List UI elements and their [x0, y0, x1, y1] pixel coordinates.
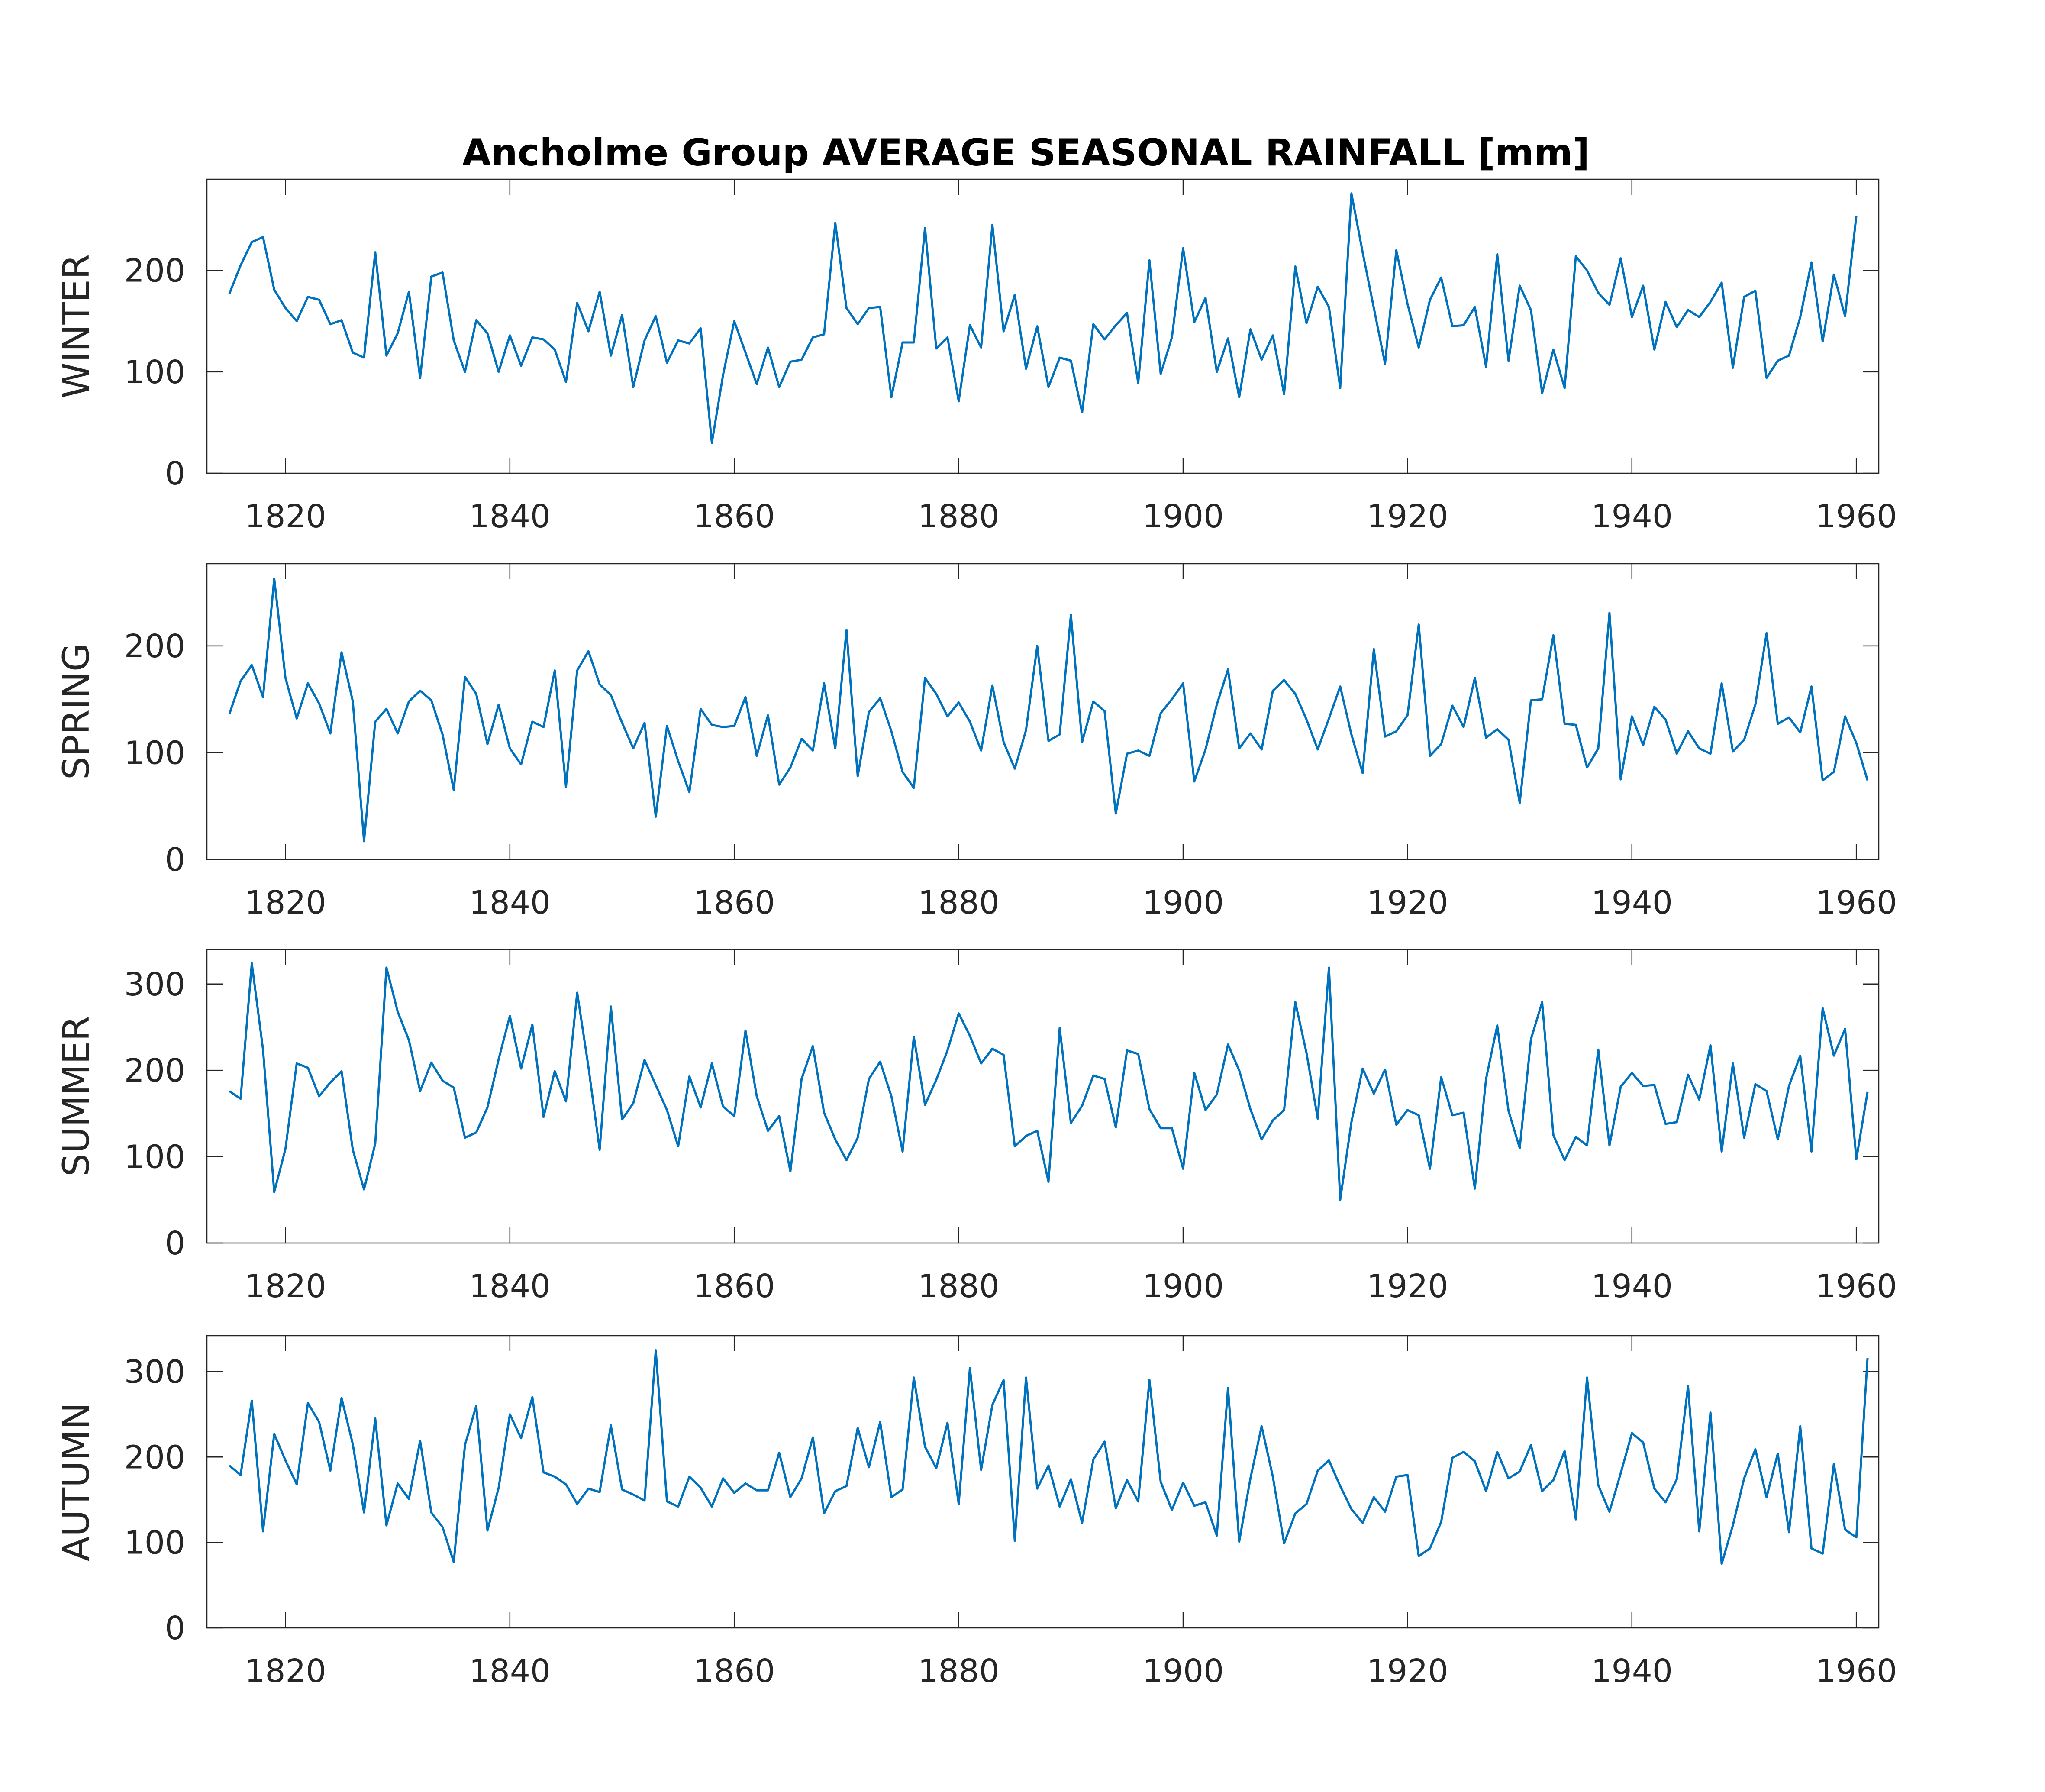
- y-tick-label: 200: [124, 1052, 185, 1089]
- y-tick-label: 100: [124, 1524, 185, 1562]
- series-line-winter: [228, 192, 1858, 444]
- x-tick-label: 1960: [1816, 1653, 1897, 1690]
- x-tick-label: 1900: [1142, 884, 1224, 921]
- y-axis-label-summer: SUMMER: [55, 1016, 97, 1176]
- y-tick-label: 300: [124, 1353, 185, 1391]
- y-tick-label: 0: [165, 1610, 185, 1647]
- x-tick-label: 1820: [245, 884, 326, 921]
- x-tick-label: 1840: [469, 884, 551, 921]
- series-line-spring: [228, 578, 1869, 843]
- y-axis-label-autumn: AUTUMN: [55, 1402, 97, 1561]
- x-tick-label: 1840: [469, 498, 551, 535]
- x-tick-label: 1880: [918, 1653, 999, 1690]
- x-tick-label: 1960: [1816, 1268, 1897, 1305]
- x-tick-label: 1820: [245, 498, 326, 535]
- series-line-summer: [229, 962, 1869, 1201]
- x-tick-label: 1920: [1367, 884, 1448, 921]
- y-tick-label: 300: [124, 966, 185, 1003]
- y-tick-label: 0: [165, 1225, 185, 1262]
- y-tick-label: 0: [165, 841, 185, 878]
- x-tick-label: 1880: [918, 498, 999, 535]
- plot-frame-summer: [206, 949, 1880, 1244]
- x-tick-label: 1940: [1591, 884, 1673, 921]
- panel-winter: 1820 1840 1860 1880 1900 1920 1940 1960 0 100 200 W…: [55, 178, 1897, 535]
- y-tick-label: 100: [124, 734, 185, 772]
- y-axis-label-winter: WINTER: [55, 254, 97, 398]
- x-tick-label: 1860: [693, 1268, 775, 1305]
- y-axis-label-spring: SPRING: [55, 643, 97, 780]
- y-tick-label: 100: [124, 1139, 185, 1176]
- x-tick-label: 1840: [469, 1268, 551, 1305]
- x-tick-label: 1820: [245, 1268, 326, 1305]
- x-tick-label: 1860: [693, 1653, 775, 1690]
- y-tick-label: 100: [124, 354, 185, 391]
- panel-autumn: 1820 1840 1860 1880 1900 1920 1940 1960 0 100 200 3…: [55, 1335, 1897, 1690]
- x-tick-label: 1940: [1591, 1268, 1673, 1305]
- x-tick-label: 1940: [1591, 498, 1673, 535]
- x-tick-label: 1960: [1816, 498, 1897, 535]
- x-tick-label: 1900: [1142, 1653, 1224, 1690]
- x-tick-label: 1900: [1142, 498, 1224, 535]
- x-tick-label: 1940: [1591, 1653, 1673, 1690]
- y-tick-label: 200: [124, 628, 185, 665]
- x-tick-label: 1840: [469, 1653, 551, 1690]
- plot-frame-winter: [206, 178, 1880, 474]
- x-tick-label: 1820: [245, 1653, 326, 1690]
- x-tick-label: 1860: [693, 498, 775, 535]
- x-tick-label: 1920: [1367, 498, 1448, 535]
- x-tick-label: 1860: [693, 884, 775, 921]
- plot-frame-spring: [206, 563, 1880, 860]
- panel-summer: 1820 1840 1860 1880 1900 1920 1940 1960 0 100 200 3…: [55, 949, 1897, 1305]
- x-tick-label: 1960: [1816, 884, 1897, 921]
- x-tick-label: 1900: [1142, 1268, 1224, 1305]
- x-tick-label: 1920: [1367, 1268, 1448, 1305]
- x-tick-label: 1880: [918, 884, 999, 921]
- panel-spring: 1820 1840 1860 1880 1900 1920 1940 1960 0 100 200 S…: [55, 563, 1897, 921]
- x-tick-label: 1880: [918, 1268, 999, 1305]
- plot-frame-autumn: [206, 1335, 1880, 1629]
- series-line-autumn: [229, 1349, 1869, 1565]
- chart-title: Ancholme Group AVERAGE SEASONAL RAINFALL…: [462, 131, 1590, 174]
- y-tick-label: 0: [165, 455, 185, 492]
- y-tick-label: 200: [124, 1439, 185, 1476]
- x-tick-label: 1920: [1367, 1653, 1448, 1690]
- y-tick-label: 200: [124, 252, 185, 290]
